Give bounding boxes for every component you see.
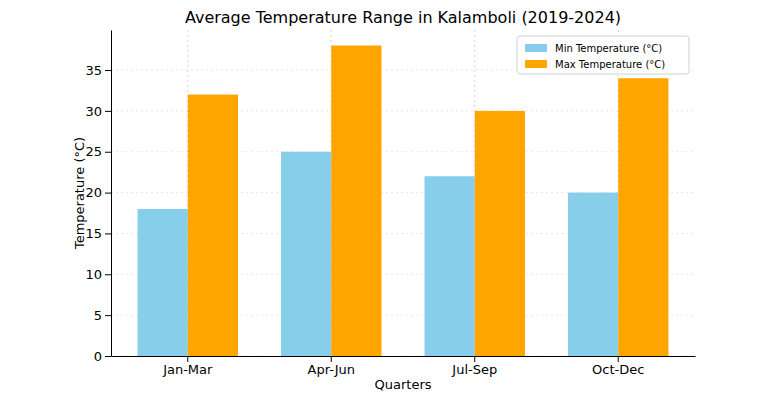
tick-label: 5 [94,308,102,323]
bar [425,176,475,356]
tick-label: 35 [85,63,102,78]
legend-swatch [525,60,547,68]
y-axis-title: Temperature (°C) [72,137,87,250]
tick-mark [105,152,111,153]
grid [111,30,695,356]
tick: Oct-Dec [592,356,644,377]
tick-label: Oct-Dec [592,362,644,377]
bar [331,46,381,356]
bar [568,193,618,356]
bar [188,95,238,356]
tick-label: 25 [85,144,102,159]
tick: 0 [94,349,111,364]
tick-label: 30 [85,104,102,119]
tick-label: Jan-Mar [162,362,213,377]
tick: Apr-Jun [308,356,355,377]
tick-label: 20 [85,185,102,200]
tick: Jul-Sep [451,356,497,377]
tick: 15 [85,226,111,241]
tick: 30 [85,104,111,119]
bar [281,152,331,356]
x-axis: Jan-Mar Apr-Jun Jul-Sep Oct-Dec [112,356,696,377]
tick-mark [105,70,111,71]
tick-mark [618,356,619,362]
tick-label: 0 [94,349,102,364]
title: Average Temperature Range in Kalamboli (… [185,8,621,27]
legend-item: Min Temperature (°C) [525,43,662,54]
tick-mark [105,111,111,112]
tick: 20 [85,185,111,200]
legend-label: Max Temperature (°C) [555,59,665,70]
tick-label: 15 [85,226,102,241]
y-axis: 0 5 10 15 20 25 30 35 [85,31,111,364]
legend: Min Temperature (°C) Max Temperature (°C) [517,36,689,74]
legend-item: Max Temperature (°C) [525,59,665,70]
tick: 10 [85,267,111,282]
tick-mark [105,315,111,316]
tick-label: Jul-Sep [451,362,497,377]
tick-mark [105,233,111,234]
legend-label: Min Temperature (°C) [555,43,662,54]
tick-mark [105,193,111,194]
bar [138,209,188,356]
tick-label: Apr-Jun [308,362,355,377]
x-axis-title: Quarters [375,377,432,392]
tick-mark [187,356,188,362]
legend-frame [517,36,689,74]
bar [475,111,525,356]
plot: Jan-Mar Apr-Jun Jul-Sep Oct-Dec 0 5 10 15 20 25 30… [85,30,695,377]
tick: 25 [85,144,111,159]
bars [138,46,669,356]
chart: Jan-Mar Apr-Jun Jul-Sep Oct-Dec 0 5 10 15 20 25 30… [0,0,768,403]
tick-mark [331,356,332,362]
axis-line [111,31,112,357]
tick: 5 [94,308,111,323]
tick: 35 [85,63,111,78]
tick: Jan-Mar [162,356,213,377]
tick-mark [105,356,111,357]
bar [618,78,668,356]
legend-swatch [525,44,547,52]
tick-mark [474,356,475,362]
tick-mark [105,274,111,275]
axis-line [112,356,696,357]
tick-label: 10 [85,267,102,282]
